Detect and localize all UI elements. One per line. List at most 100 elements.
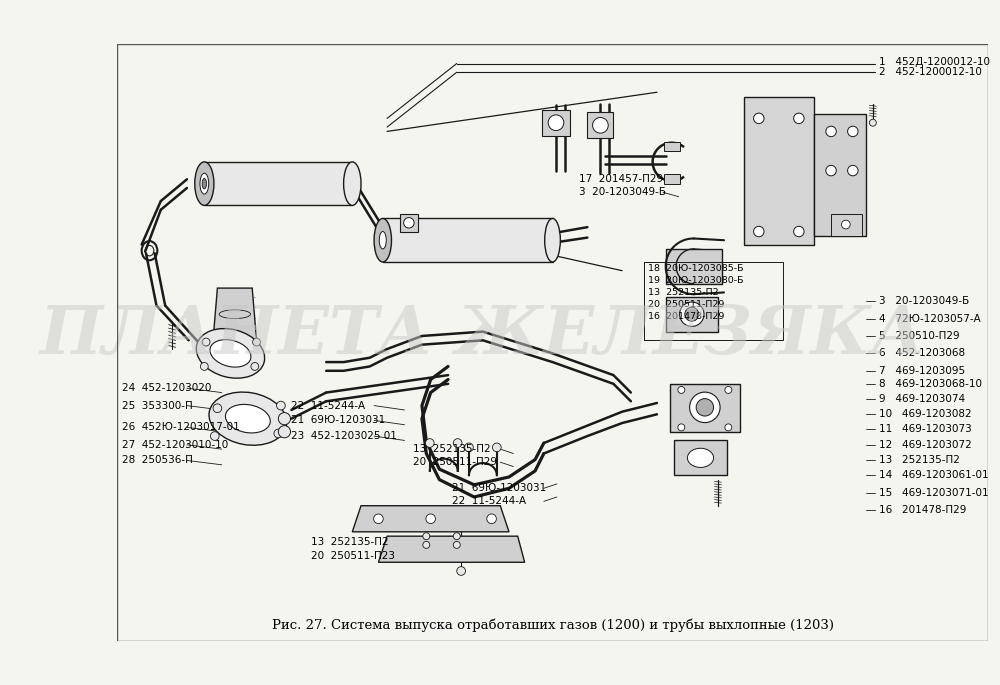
Ellipse shape bbox=[593, 118, 608, 133]
Ellipse shape bbox=[195, 162, 214, 206]
Text: 6   452-1203068: 6 452-1203068 bbox=[879, 349, 965, 358]
Ellipse shape bbox=[848, 165, 858, 176]
Ellipse shape bbox=[344, 162, 361, 206]
Text: 21  69Ю-1203031: 21 69Ю-1203031 bbox=[291, 415, 386, 425]
Ellipse shape bbox=[404, 218, 414, 228]
Text: 3  20-1203049-Б: 3 20-1203049-Б bbox=[579, 187, 666, 197]
Polygon shape bbox=[400, 214, 418, 232]
Text: 21  69Ю-1203031: 21 69Ю-1203031 bbox=[452, 484, 547, 493]
Ellipse shape bbox=[794, 226, 804, 237]
Text: 4   72Ю-1203057-А: 4 72Ю-1203057-А bbox=[879, 314, 981, 323]
Ellipse shape bbox=[200, 173, 209, 194]
Ellipse shape bbox=[202, 338, 210, 346]
Text: 13   252135-П2: 13 252135-П2 bbox=[879, 455, 960, 464]
Ellipse shape bbox=[465, 443, 473, 451]
Ellipse shape bbox=[453, 533, 460, 540]
Polygon shape bbox=[666, 297, 718, 332]
Polygon shape bbox=[674, 440, 727, 475]
Text: 16   201478-П29: 16 201478-П29 bbox=[879, 505, 966, 515]
Ellipse shape bbox=[278, 425, 291, 438]
Ellipse shape bbox=[423, 541, 430, 549]
Ellipse shape bbox=[253, 338, 260, 346]
Polygon shape bbox=[383, 219, 553, 262]
Ellipse shape bbox=[274, 429, 283, 438]
Ellipse shape bbox=[210, 432, 219, 440]
Ellipse shape bbox=[196, 329, 265, 378]
Ellipse shape bbox=[374, 219, 391, 262]
Ellipse shape bbox=[696, 399, 714, 416]
Text: 9   469-1203074: 9 469-1203074 bbox=[879, 394, 965, 403]
Ellipse shape bbox=[848, 126, 858, 136]
Polygon shape bbox=[666, 249, 722, 284]
Text: 13  252135-П2: 13 252135-П2 bbox=[648, 288, 719, 297]
Ellipse shape bbox=[487, 514, 496, 523]
Ellipse shape bbox=[423, 533, 430, 540]
Text: 5   250510-П29: 5 250510-П29 bbox=[879, 331, 960, 341]
Text: 22  11-5244-А: 22 11-5244-А bbox=[452, 497, 527, 506]
Ellipse shape bbox=[425, 438, 434, 447]
Ellipse shape bbox=[680, 302, 704, 326]
Text: 20  250511-П23: 20 250511-П23 bbox=[311, 551, 395, 561]
Ellipse shape bbox=[374, 514, 383, 523]
Polygon shape bbox=[542, 110, 570, 136]
Ellipse shape bbox=[213, 404, 222, 412]
Ellipse shape bbox=[678, 386, 685, 393]
Text: 3   20-1203049-Б: 3 20-1203049-Б bbox=[879, 296, 969, 306]
Text: 8   469-1203068-10: 8 469-1203068-10 bbox=[879, 379, 982, 389]
Ellipse shape bbox=[826, 165, 836, 176]
Text: 13  252135-П2: 13 252135-П2 bbox=[413, 444, 491, 454]
Text: 26  452Ю-1203017-01: 26 452Ю-1203017-01 bbox=[122, 423, 239, 432]
Polygon shape bbox=[587, 112, 613, 138]
Text: 22  11-5244-А: 22 11-5244-А bbox=[291, 401, 366, 410]
Ellipse shape bbox=[725, 424, 732, 431]
Ellipse shape bbox=[202, 178, 207, 189]
Ellipse shape bbox=[251, 362, 259, 371]
Ellipse shape bbox=[492, 443, 501, 451]
Text: ПЛАНЕТА ЖЕЛЕЗЯКА: ПЛАНЕТА ЖЕЛЕЗЯКА bbox=[40, 303, 926, 369]
Text: 1   452Д-1200012-10: 1 452Д-1200012-10 bbox=[879, 57, 990, 67]
Text: 13  252135-П2: 13 252135-П2 bbox=[311, 537, 388, 547]
Ellipse shape bbox=[426, 514, 435, 523]
Ellipse shape bbox=[545, 219, 560, 262]
Text: 18  20Ю-1203085-Б: 18 20Ю-1203085-Б bbox=[648, 264, 744, 273]
Ellipse shape bbox=[687, 448, 714, 467]
Ellipse shape bbox=[794, 113, 804, 123]
Ellipse shape bbox=[869, 119, 876, 126]
Ellipse shape bbox=[379, 232, 386, 249]
Text: 24  452-1203020: 24 452-1203020 bbox=[122, 383, 211, 393]
Ellipse shape bbox=[278, 412, 291, 425]
Ellipse shape bbox=[453, 541, 460, 549]
Polygon shape bbox=[213, 288, 257, 340]
Polygon shape bbox=[831, 214, 862, 236]
Text: 11   469-1203073: 11 469-1203073 bbox=[879, 424, 972, 434]
Text: 14   469-1203061-01: 14 469-1203061-01 bbox=[879, 470, 989, 480]
Ellipse shape bbox=[842, 220, 850, 229]
Polygon shape bbox=[378, 536, 525, 562]
Text: 10   469-1203082: 10 469-1203082 bbox=[879, 410, 972, 419]
Ellipse shape bbox=[725, 386, 732, 393]
Ellipse shape bbox=[754, 113, 764, 123]
Polygon shape bbox=[814, 114, 866, 236]
Polygon shape bbox=[744, 97, 814, 245]
Polygon shape bbox=[204, 162, 352, 206]
Ellipse shape bbox=[209, 392, 287, 445]
Ellipse shape bbox=[685, 308, 699, 321]
Ellipse shape bbox=[200, 362, 208, 371]
Ellipse shape bbox=[457, 566, 465, 575]
Ellipse shape bbox=[826, 126, 836, 136]
Text: 17  201457-П29: 17 201457-П29 bbox=[579, 174, 663, 184]
Text: 23  452-1203025 01: 23 452-1203025 01 bbox=[291, 431, 397, 441]
Text: 2   452-1200012-10: 2 452-1200012-10 bbox=[879, 67, 982, 77]
Polygon shape bbox=[664, 174, 680, 184]
Text: 20  250511-П29: 20 250511-П29 bbox=[648, 300, 725, 309]
Text: 15   469-1203071-01: 15 469-1203071-01 bbox=[879, 488, 989, 498]
Ellipse shape bbox=[210, 340, 251, 367]
Text: 27  452-1203010-10: 27 452-1203010-10 bbox=[122, 440, 228, 450]
Polygon shape bbox=[664, 142, 680, 151]
Ellipse shape bbox=[225, 404, 270, 433]
Text: Рис. 27. Система выпуска отработавших газов (1200) и трубы выхлопные (1203): Рис. 27. Система выпуска отработавших га… bbox=[272, 619, 834, 632]
Ellipse shape bbox=[277, 401, 285, 410]
Text: 16  201478-П29: 16 201478-П29 bbox=[648, 312, 725, 321]
Text: 20  250511-П29: 20 250511-П29 bbox=[413, 457, 497, 467]
Bar bbox=[644, 262, 783, 340]
